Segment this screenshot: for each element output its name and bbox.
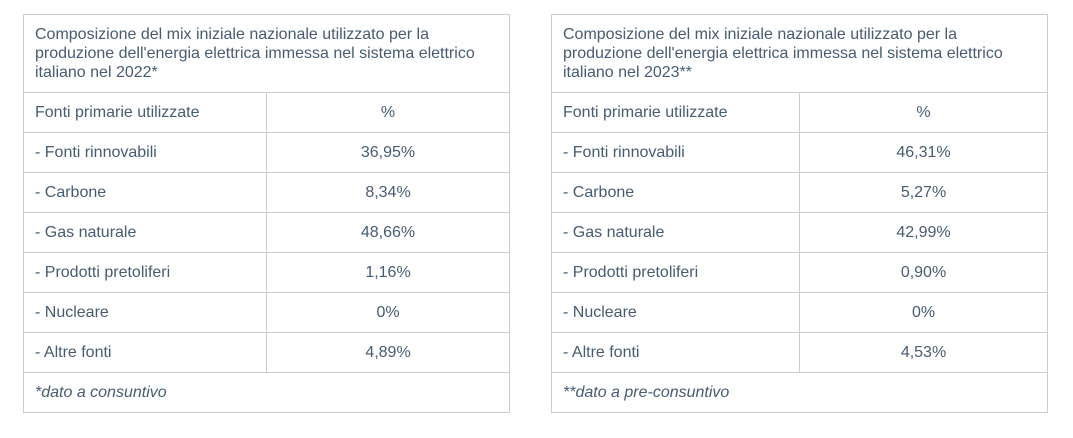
table-row: - Fonti rinnovabili 46,31%	[551, 132, 1048, 173]
row-label-carbone: - Carbone	[23, 172, 267, 213]
table-title-2023: Composizione del mix iniziale nazionale …	[551, 14, 1048, 93]
table-row: - Prodotti pretoliferi 0,90%	[551, 252, 1048, 293]
footnote-2022: *dato a consuntivo	[23, 372, 510, 413]
table-row: - Altre fonti 4,89%	[23, 332, 510, 373]
table-header-row: Fonti primarie utilizzate %	[23, 92, 510, 133]
column-header-percent: %	[266, 92, 510, 133]
row-label-altre-fonti: - Altre fonti	[23, 332, 267, 373]
row-value-nucleare: 0%	[799, 292, 1048, 333]
row-label-nucleare: - Nucleare	[23, 292, 267, 333]
table-row: - Fonti rinnovabili 36,95%	[23, 132, 510, 173]
table-footnote-row: *dato a consuntivo	[23, 372, 510, 413]
row-value-altre-fonti: 4,53%	[799, 332, 1048, 373]
row-value-fonti-rinnovabili: 36,95%	[266, 132, 510, 173]
row-value-prodotti-petroliferi: 1,16%	[266, 252, 510, 293]
table-title-row: Composizione del mix iniziale nazionale …	[551, 14, 1048, 93]
footnote-2023: **dato a pre-consuntivo	[551, 372, 1048, 413]
column-header-percent: %	[799, 92, 1048, 133]
energy-mix-table-2022: Composizione del mix iniziale nazionale …	[23, 14, 510, 413]
table-row: - Prodotti pretoliferi 1,16%	[23, 252, 510, 293]
row-value-gas-naturale: 48,66%	[266, 212, 510, 253]
energy-mix-tables: Composizione del mix iniziale nazionale …	[23, 14, 1048, 413]
row-label-gas-naturale: - Gas naturale	[551, 212, 800, 253]
table-row: - Gas naturale 48,66%	[23, 212, 510, 253]
column-header-fonti: Fonti primarie utilizzate	[551, 92, 800, 133]
table-title-2022: Composizione del mix iniziale nazionale …	[23, 14, 510, 93]
row-value-fonti-rinnovabili: 46,31%	[799, 132, 1048, 173]
column-header-fonti: Fonti primarie utilizzate	[23, 92, 267, 133]
row-value-carbone: 5,27%	[799, 172, 1048, 213]
row-value-carbone: 8,34%	[266, 172, 510, 213]
energy-mix-table-2023: Composizione del mix iniziale nazionale …	[551, 14, 1048, 413]
row-label-carbone: - Carbone	[551, 172, 800, 213]
table-footnote-row: **dato a pre-consuntivo	[551, 372, 1048, 413]
row-value-prodotti-petroliferi: 0,90%	[799, 252, 1048, 293]
table-header-row: Fonti primarie utilizzate %	[551, 92, 1048, 133]
table-row: - Nucleare 0%	[551, 292, 1048, 333]
row-label-gas-naturale: - Gas naturale	[23, 212, 267, 253]
table-row: - Gas naturale 42,99%	[551, 212, 1048, 253]
table-row: - Carbone 5,27%	[551, 172, 1048, 213]
table-row: - Altre fonti 4,53%	[551, 332, 1048, 373]
row-label-nucleare: - Nucleare	[551, 292, 800, 333]
table-row: - Carbone 8,34%	[23, 172, 510, 213]
table-title-row: Composizione del mix iniziale nazionale …	[23, 14, 510, 93]
row-value-altre-fonti: 4,89%	[266, 332, 510, 373]
row-label-prodotti-petroliferi: - Prodotti pretoliferi	[23, 252, 267, 293]
row-label-altre-fonti: - Altre fonti	[551, 332, 800, 373]
table-row: - Nucleare 0%	[23, 292, 510, 333]
row-label-fonti-rinnovabili: - Fonti rinnovabili	[23, 132, 267, 173]
row-label-fonti-rinnovabili: - Fonti rinnovabili	[551, 132, 800, 173]
row-value-gas-naturale: 42,99%	[799, 212, 1048, 253]
row-label-prodotti-petroliferi: - Prodotti pretoliferi	[551, 252, 800, 293]
row-value-nucleare: 0%	[266, 292, 510, 333]
